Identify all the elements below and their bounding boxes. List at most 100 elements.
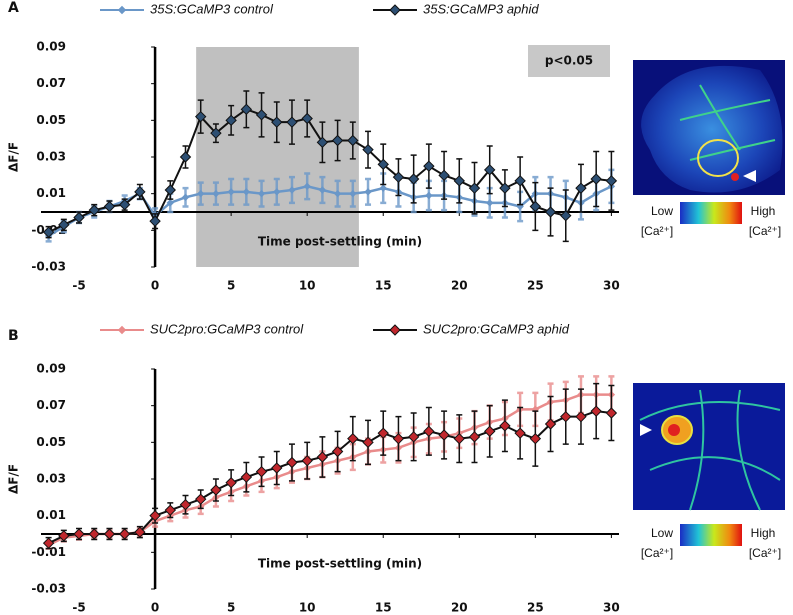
series-line [48,393,612,547]
legend-marker [389,4,401,16]
x-tick-label: 10 [299,279,316,293]
data-point [118,528,131,540]
x-axis-label: Time post-settling (min) [258,557,422,571]
data-point [544,206,557,218]
data-point [240,103,253,116]
data-point [210,127,222,139]
data-point [331,445,344,458]
data-point [225,476,237,489]
data-point [453,432,465,445]
data-point [423,425,435,438]
y-tick-label: 0.05 [36,435,66,449]
data-point [288,186,296,194]
y-tick-label: 0.05 [36,113,66,127]
data-point [225,114,237,127]
data-point [118,198,131,211]
data-point [195,493,207,505]
data-point [468,182,481,194]
hotspot [731,173,739,181]
data-point [484,164,496,176]
data-point [544,418,557,430]
data-point [134,526,146,538]
data-point [58,530,70,542]
data-point [257,189,266,198]
data-point [377,427,389,439]
series-line [48,410,612,545]
legend-label: 35S:GCaMP3 control [150,1,274,16]
data-point [392,432,405,445]
data-point [316,136,329,149]
data-point [590,405,602,417]
data-point [453,175,465,187]
y-axis-label: ΔF/F [7,142,21,172]
y-tick-label: 0.03 [36,472,66,486]
panel-label: B [8,328,19,344]
data-point [179,151,192,163]
data-point [271,116,283,128]
data-point [499,420,511,432]
x-tick-label: -5 [72,601,85,615]
data-point [227,188,235,196]
data-point [210,484,222,496]
data-point [347,134,359,147]
data-point [438,169,450,182]
data-point [103,200,116,213]
x-tick-label: 25 [527,601,544,615]
low-unit: [Ca²⁺] [641,546,673,560]
x-tick-label: 5 [227,601,235,615]
image-bg [633,383,785,510]
low-unit: [Ca²⁺] [641,224,673,238]
arrowhead [743,170,756,182]
data-point [255,465,268,478]
y-tick-label: 0.07 [36,76,66,90]
high-unit: [Ca²⁺] [749,224,781,238]
data-point [242,188,251,196]
data-point [88,528,100,540]
x-tick-label: 30 [603,279,620,293]
data-point [181,193,190,202]
data-point [286,116,298,128]
data-point [605,407,618,419]
annotation: p<0.05 [545,54,593,68]
data-point [195,110,207,123]
data-point [42,537,55,549]
data-point [468,431,481,443]
high-label: High [751,204,776,218]
data-point [560,209,572,222]
annotation-box [528,45,610,77]
data-point [575,410,587,423]
y-tick-label: 0.01 [36,508,66,522]
data-point [301,112,313,125]
x-tick-label: 20 [451,279,468,293]
data-point [379,184,387,192]
highlight-region [196,47,359,267]
colorbar [680,202,742,224]
data-point [197,189,205,198]
image-a [633,60,785,195]
high-unit: [Ca²⁺] [749,546,781,560]
data-point [560,410,572,423]
y-tick-label: 0.09 [36,40,66,54]
data-point [134,186,146,198]
x-tick-label: -5 [72,279,85,293]
x-tick-label: 0 [151,279,159,293]
data-point [438,429,450,441]
data-point [407,431,420,443]
data-point [240,471,253,483]
data-point [166,199,174,207]
data-point [362,143,374,156]
legend-label: SUC2pro:GCaMP3 control [150,321,304,336]
y-tick-label: 0.09 [36,362,66,376]
x-tick-label: 0 [151,601,159,615]
data-point [301,454,313,467]
data-point [425,191,433,200]
data-point [529,432,542,445]
legend-marker [117,325,127,335]
image-b [633,383,785,511]
data-point [333,189,342,198]
y-tick-label: -0.03 [31,582,66,596]
data-point [73,528,85,540]
data-point [514,175,526,187]
data-point [364,188,372,196]
x-tick-label: 10 [299,601,316,615]
